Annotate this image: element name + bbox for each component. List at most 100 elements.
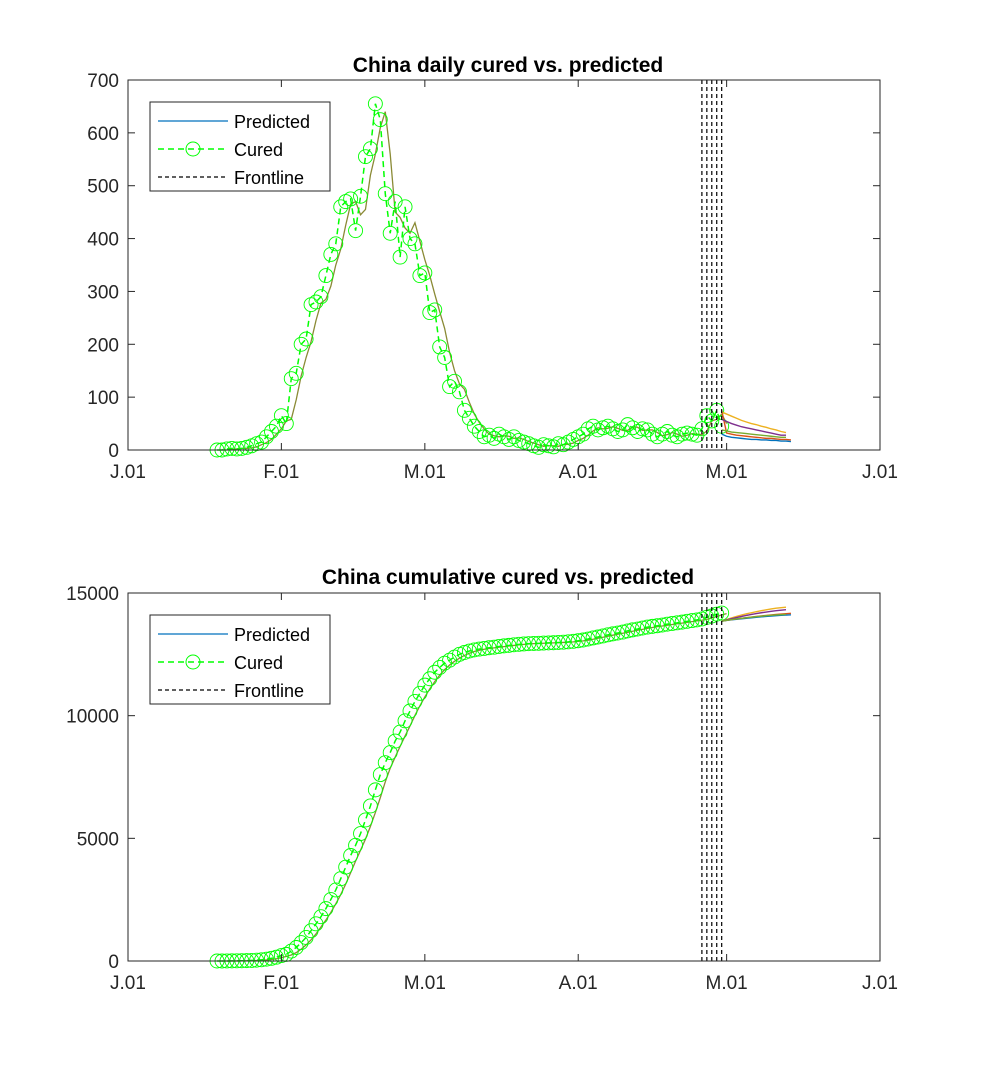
cured-marker [694,421,710,437]
y-tick-label: 5000 [77,829,119,850]
cured-marker [496,638,512,654]
cured-marker [288,940,304,955]
cured-marker [456,402,472,418]
prediction-line [721,608,787,622]
legend-box [149,614,331,705]
cured-marker [358,812,373,828]
cured-marker [461,643,477,659]
cured-marker [679,425,695,441]
cured-marker [555,634,571,650]
cured-marker [353,826,368,841]
cured-marker [615,422,631,438]
cured-marker [486,639,502,655]
cured-marker [407,236,423,252]
cured-marker [343,848,359,863]
prediction-line [721,411,787,434]
cured-marker [333,199,349,215]
cured-marker [392,249,408,265]
cured-marker [600,627,616,643]
cured-marker [526,636,542,651]
x-tick-label: M.01 [706,462,748,483]
cured-marker [278,416,294,432]
cured-marker [630,621,646,637]
cured-marker [328,882,344,898]
cured-marker [318,901,334,917]
cured-marker [570,633,586,649]
cumulative-chart: China cumulative cured vs. predicted J.0… [66,566,898,994]
cured-marker [273,408,289,424]
cured-marker [367,96,383,112]
cured-marker [521,636,537,652]
cured-marker [442,379,458,395]
y-tick-label: 10000 [66,707,119,728]
legend: Predicted Cured Frontline [149,614,331,705]
cured-marker [234,440,250,456]
cured-marker [605,626,621,642]
cured-marker [590,629,606,645]
cured-marker [541,438,556,454]
cured-marker [367,782,383,798]
cured-marker [536,437,552,453]
cured-marker [328,236,344,252]
cured-marker [308,294,324,310]
prediction-line [721,418,786,436]
cured-marker [259,429,274,445]
cured-marker [506,637,522,653]
cured-marker [674,614,690,630]
cured-marker [471,641,487,657]
y-tick-label: 15000 [66,584,119,605]
cured-marker [362,141,378,157]
y-tick-label: 0 [108,441,119,462]
cured-marker [417,265,433,281]
cured-marker [541,635,556,651]
legend-box [149,101,331,192]
cured-marker [372,112,388,128]
cured-marker [679,613,695,629]
cured-marker [283,943,299,959]
cured-marker [254,434,270,450]
cured-marker [343,191,359,207]
axes-box [127,79,881,451]
cured-marker [625,622,641,638]
cured-marker [674,426,690,442]
cured-marker [397,199,413,215]
cured-marker [264,424,279,439]
x-tick-label: F.01 [263,973,299,994]
legend-predicted-label: Predicted [234,625,310,645]
cured-marker [244,952,260,968]
cured-marker [432,660,448,675]
cured-marker [313,909,329,925]
cured-marker [635,421,650,437]
cured-marker [268,418,284,434]
prediction-line [721,606,787,622]
y-tick-label: 200 [87,335,119,356]
cured-marker [580,631,596,647]
cured-line [217,612,722,962]
cured-marker [550,436,566,452]
cured-marker [635,620,650,636]
cured-marker [649,618,665,634]
x-tick-label: M.01 [404,462,446,483]
cured-marker [516,636,532,652]
cured-marker [664,616,680,631]
cured-marker [254,952,270,968]
legend-frontline-label: Frontline [234,681,304,701]
cured-marker [575,426,591,442]
cured-marker [585,630,601,646]
cured-marker [550,635,566,650]
cured-marker [620,417,636,433]
cured-marker [536,635,552,651]
cured-marker [387,733,403,749]
cured-marker [358,149,373,165]
x-tick-label: J.01 [862,973,898,994]
legend: Predicted Cured Frontline [149,101,331,192]
cured-marker [684,426,700,442]
chart-title: China cumulative cured vs. predicted [322,566,694,589]
cured-marker [615,624,631,640]
cured-marker [476,640,492,656]
x-tick-label: J.01 [862,462,898,483]
cured-marker [313,289,329,305]
cured-marker [392,724,408,740]
cured-marker [323,246,339,262]
cured-marker [437,350,453,365]
